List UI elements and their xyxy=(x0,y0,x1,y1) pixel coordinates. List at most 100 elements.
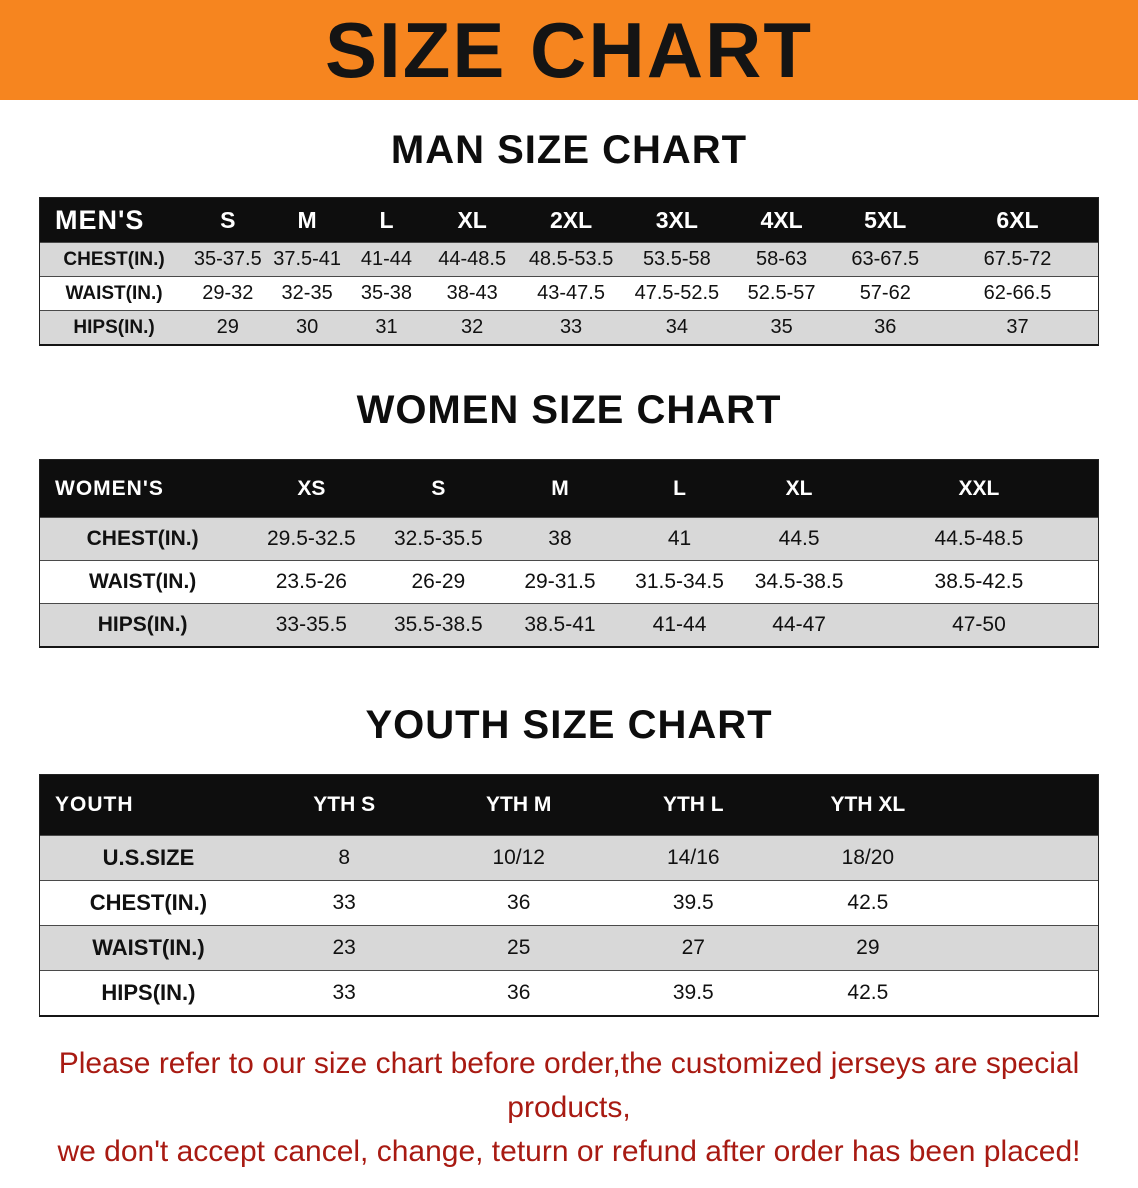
measurement-value: 63-67.5 xyxy=(851,248,920,270)
measurement-value: 33 xyxy=(559,316,583,338)
measurement-label: U.S.SIZE xyxy=(102,845,195,870)
measurement-value: 23 xyxy=(332,936,356,959)
measurement-value: 34 xyxy=(665,316,688,338)
measurement-value: 44-48.5 xyxy=(438,248,507,270)
measurement-value: 30 xyxy=(296,316,319,338)
measurement-value: 39.5 xyxy=(672,981,714,1004)
measurement-value: 27 xyxy=(681,936,705,959)
measurement-value: 29 xyxy=(216,316,239,338)
measurement-value: 38-43 xyxy=(446,282,498,304)
size-column-header: M xyxy=(551,476,569,500)
size-column-header: XL xyxy=(457,206,487,233)
size-column-header: 3XL xyxy=(655,206,698,233)
size-column-header: S xyxy=(431,476,446,500)
measurement-label: HIPS(IN.) xyxy=(97,613,188,636)
measurement-value: 29 xyxy=(856,936,880,959)
table-row: HIPS(IN.) 29 30 31 32 33 34 35 36 37 xyxy=(40,310,1098,344)
men-section-heading: MAN SIZE CHART xyxy=(390,128,748,172)
table-row: WAIST(IN.) 23.5-26 26-29 29-31.5 31.5-34.5 34… xyxy=(40,560,1098,603)
measurement-value: 36 xyxy=(507,981,531,1004)
size-column-header: 4XL xyxy=(760,206,803,233)
measurement-value: 52.5-57 xyxy=(747,282,816,304)
measurement-value: 25 xyxy=(507,936,531,959)
measurement-label: WAIST(IN.) xyxy=(65,282,163,304)
measurement-value: 67.5-72 xyxy=(983,248,1052,270)
youth-section-heading: YOUTH SIZE CHART xyxy=(365,703,773,747)
measurement-value: 34.5-38.5 xyxy=(754,570,844,593)
measurement-value: 58-63 xyxy=(756,248,808,270)
measurement-label: CHEST(IN.) xyxy=(63,248,165,270)
size-column-header: YTH XL xyxy=(830,793,906,816)
measurement-value: 14/16 xyxy=(667,846,720,869)
table-row: CHEST(IN.) 33 36 39.5 42.5 xyxy=(40,880,1098,925)
measurement-label: WAIST(IN.) xyxy=(92,935,205,960)
measurement-value: 32 xyxy=(461,316,484,338)
table-corner-label: MEN'S xyxy=(55,204,145,235)
measurement-value: 33-35.5 xyxy=(275,613,347,636)
measurement-value: 44-47 xyxy=(772,613,826,636)
size-column-header: YTH L xyxy=(662,793,724,816)
measurement-value: 35-37.5 xyxy=(193,248,262,270)
measurement-value: 44.5 xyxy=(778,527,820,550)
measurement-value: 29-31.5 xyxy=(524,570,596,593)
measurement-value: 33 xyxy=(332,981,356,1004)
measurement-value: 42.5 xyxy=(847,891,889,914)
measurement-value: 53.5-58 xyxy=(642,248,711,270)
size-column-header: YTH S xyxy=(313,793,376,816)
measurement-label: CHEST(IN.) xyxy=(89,890,208,915)
measurement-value: 41 xyxy=(667,527,692,550)
table-corner-label: YOUTH xyxy=(55,793,134,816)
size-column-header: 5XL xyxy=(864,206,907,233)
measurement-value: 39.5 xyxy=(672,891,714,914)
size-chart-banner: SIZE CHART xyxy=(0,0,1138,100)
measurement-value: 18/20 xyxy=(841,846,895,869)
measurement-value: 10/12 xyxy=(492,846,545,869)
measurement-value: 38.5-41 xyxy=(524,613,596,636)
men-size-section: MAN SIZE CHART MEN'S S M L XL 2XL 3XL 4XL 5XL 6XL… xyxy=(0,128,1138,346)
size-column-header: 2XL xyxy=(549,206,593,233)
measurement-value: 48.5-53.5 xyxy=(528,248,614,270)
measurement-value: 47-50 xyxy=(952,613,1006,636)
youth-size-section: YOUTH SIZE CHART YOUTH YTH S YTH M YTH L YTH… xyxy=(0,703,1138,1017)
measurement-value: 38.5-42.5 xyxy=(934,570,1024,593)
measurement-label: HIPS(IN.) xyxy=(101,980,196,1005)
disclaimer-line-2: we don't accept cancel, change, teturn o… xyxy=(57,1135,1081,1168)
measurement-value: 32.5-35.5 xyxy=(393,527,483,550)
measurement-value: 43-47.5 xyxy=(537,282,605,304)
measurement-label: WAIST(IN.) xyxy=(88,570,197,593)
table-header-row: MEN'S S M L XL 2XL 3XL 4XL 5XL 6XL xyxy=(40,198,1098,242)
measurement-value: 47.5-52.5 xyxy=(634,282,720,304)
table-row: U.S.SIZE 8 10/12 14/16 18/20 xyxy=(40,835,1098,880)
table-header-row: YOUTH YTH S YTH M YTH L YTH XL xyxy=(40,775,1098,835)
measurement-value: 37 xyxy=(1006,316,1029,338)
measurement-value: 32-35 xyxy=(281,282,333,304)
table-row: WAIST(IN.) 29-32 32-35 35-38 38-43 43-47.5 47.… xyxy=(40,276,1098,310)
table-row: HIPS(IN.) 33 36 39.5 42.5 xyxy=(40,970,1098,1015)
measurement-value: 23.5-26 xyxy=(275,570,347,593)
table-row: HIPS(IN.) 33-35.5 35.5-38.5 38.5-41 41-44 44-… xyxy=(40,603,1098,646)
size-column-header: XS xyxy=(297,476,326,500)
measurement-value: 36 xyxy=(507,891,531,914)
banner-title: SIZE CHART xyxy=(325,6,813,94)
table-corner-label: WOMEN'S xyxy=(55,476,164,500)
disclaimer-line-1: Please refer to our size chart before or… xyxy=(58,1047,1080,1124)
measurement-value: 37.5-41 xyxy=(273,248,342,270)
size-column-header: M xyxy=(297,206,317,233)
measurement-value: 8 xyxy=(338,846,350,869)
measurement-value: 44.5-48.5 xyxy=(934,527,1024,550)
size-column-header: S xyxy=(220,206,236,233)
measurement-value: 41-44 xyxy=(652,613,707,636)
measurement-value: 62-66.5 xyxy=(983,282,1052,304)
measurement-value: 36 xyxy=(874,316,897,338)
table-row: CHEST(IN.) 29.5-32.5 32.5-35.5 38 41 44.5 44.5… xyxy=(40,517,1098,560)
measurement-value: 31.5-34.5 xyxy=(635,570,724,593)
men-size-table: MEN'S S M L XL 2XL 3XL 4XL 5XL 6XL CHEST(IN.) 35-37… xyxy=(39,197,1099,346)
size-column-header: 6XL xyxy=(996,206,1039,233)
measurement-value: 41-44 xyxy=(360,248,413,270)
women-size-section: WOMEN SIZE CHART WOMEN'S XS S M L XL XXL CHEST(… xyxy=(0,388,1138,648)
youth-size-table: YOUTH YTH S YTH M YTH L YTH XL U.S.SIZE 8 10/12… xyxy=(39,774,1099,1017)
size-column-header: YTH M xyxy=(486,793,552,816)
measurement-value: 33 xyxy=(332,891,356,914)
measurement-value: 38 xyxy=(548,527,572,550)
